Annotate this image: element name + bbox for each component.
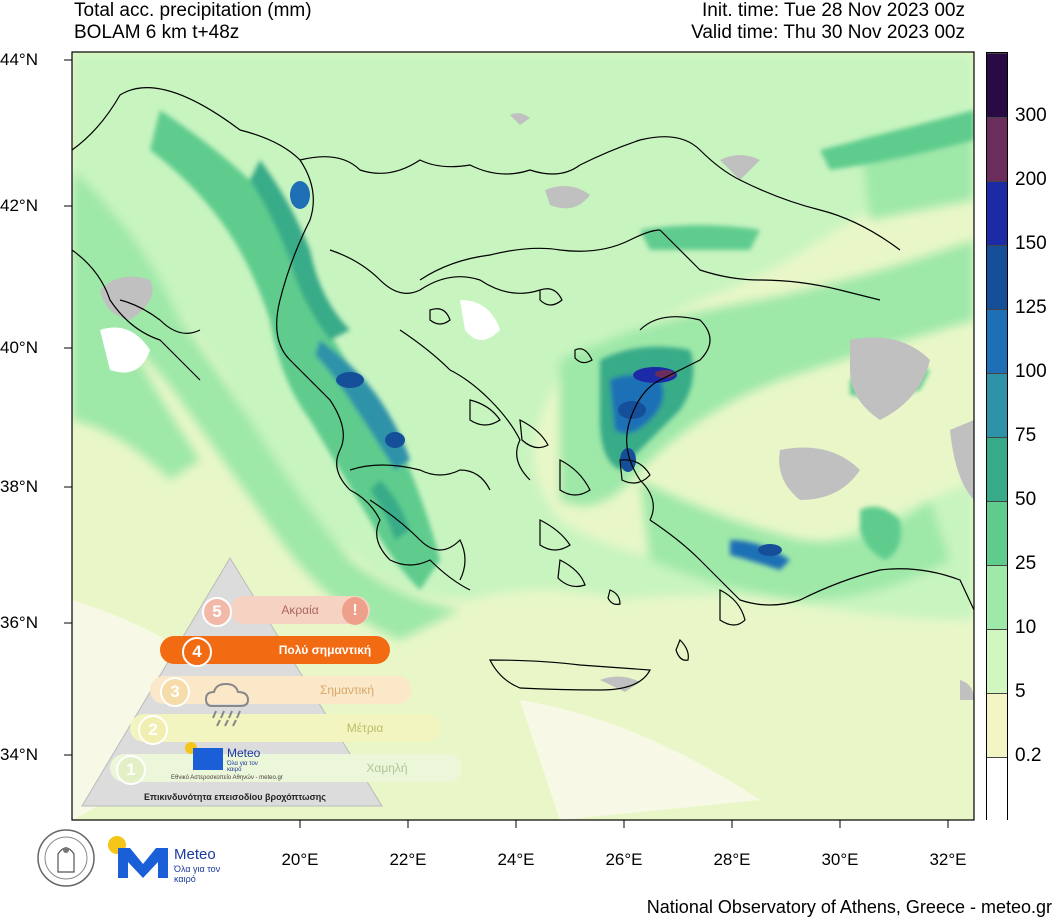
- level-1-bar: Χαμηλή: [110, 754, 462, 782]
- no-data-area: [720, 155, 760, 180]
- map-frame: [71, 51, 975, 821]
- map-title: Total acc. precipitation (mm): [74, 0, 312, 21]
- dry-area: [460, 300, 500, 340]
- level-3-label: Σημαντική: [319, 683, 375, 697]
- pyramid-institute: Εθνικό Αστεροσκοπείο Αθηνών - meteo.gr: [171, 775, 283, 781]
- pyramid-caption: Επικινδυνότητα επεισοδίου βροχόπτωσης: [144, 792, 326, 802]
- level-2-badge: 2: [138, 715, 168, 745]
- lat-label-42n: 42°N: [0, 196, 38, 215]
- init-time: Init. time: Tue 28 Nov 2023 00z: [702, 0, 965, 21]
- level-3-badge: 3: [160, 677, 190, 707]
- colorbar-segment: [987, 565, 1007, 629]
- lon-ticks: [299, 820, 949, 828]
- lat-label-44n: 44°N: [0, 50, 38, 69]
- intense-cell: [290, 181, 310, 209]
- intense-cell: [385, 432, 405, 448]
- intense-cell: [618, 401, 646, 419]
- colorbar-segment: [987, 757, 1007, 821]
- no-data-area: [960, 680, 974, 700]
- lon-label-32e: 32°E: [929, 850, 967, 869]
- colorbar-label: 10: [1015, 617, 1037, 638]
- colorbar-label: 150: [1015, 233, 1047, 254]
- level-2-label: Μέτρια: [346, 721, 384, 735]
- level-3-bar: Σημαντική: [150, 676, 412, 704]
- no-data-area: [100, 276, 153, 320]
- lat-label-38n: 38°N: [0, 477, 38, 496]
- lat-label-36n: 36°N: [0, 613, 38, 632]
- colorbar-segment: [987, 501, 1007, 565]
- lon-label-22e: 22°E: [389, 850, 427, 869]
- colorbar-label: 125: [1015, 297, 1047, 318]
- exclamation-icon: !: [342, 597, 368, 625]
- lat-label-34n: 34°N: [0, 745, 38, 764]
- no-data-area: [950, 420, 974, 500]
- colorbar-segment: [987, 53, 1007, 117]
- no-data-area: [600, 676, 640, 692]
- colorbar-label: 5: [1015, 681, 1026, 702]
- colorbar-segment: [987, 629, 1007, 693]
- level-1-label: Χαμηλή: [366, 761, 408, 775]
- colorbar-segment: [987, 309, 1007, 373]
- colorbar-segment: [987, 245, 1007, 309]
- colorbar-segment: [987, 693, 1007, 757]
- meteo-tagline: Όλα για τον καιρό: [174, 864, 221, 884]
- colorbar-label: 0.2: [1015, 745, 1042, 766]
- extreme-cell: [655, 370, 675, 378]
- colorbar-label: 200: [1015, 169, 1047, 190]
- level-5-badge: 5: [202, 597, 232, 627]
- level-1-badge: 1: [116, 755, 146, 785]
- colorbar-segment: [987, 373, 1007, 437]
- rain-cloud-icon: [204, 682, 250, 727]
- model-subtitle: BOLAM 6 km t+48z: [74, 22, 240, 43]
- level-2-bar: Μέτρια: [130, 714, 440, 742]
- level-4-badge: 4: [182, 637, 212, 667]
- warning-pyramid: Ακραία 5 ! Πολύ σημαντική 4 Σημαντική 3 …: [80, 556, 462, 810]
- meteo-brand: Meteo: [174, 846, 216, 863]
- pyramid-meteo-logo: Meteo Όλα για τον καιρό Εθνικό Αστεροσκο…: [171, 742, 315, 782]
- lat-ticks: [64, 59, 72, 756]
- colorbar-segment: [987, 437, 1007, 501]
- credit-footer: National Observatory of Athens, Greece -…: [646, 897, 1052, 917]
- lat-label-40n: 40°N: [0, 338, 38, 357]
- valid-time: Valid time: Thu 30 Nov 2023 00z: [691, 22, 965, 43]
- colorbar-label: 50: [1015, 489, 1037, 510]
- intense-cell: [336, 372, 364, 388]
- colorbar-label: 100: [1015, 361, 1047, 382]
- no-data-area: [510, 113, 530, 125]
- no-data-area: [779, 447, 860, 500]
- lon-label-30e: 30°E: [821, 850, 859, 869]
- noa-seal-icon: [37, 829, 95, 887]
- logos: Meteo Όλα για τον καιρό: [36, 826, 236, 892]
- colorbar-label: 75: [1015, 425, 1037, 446]
- level-4-label: Πολύ σημαντική: [278, 643, 372, 657]
- colorbar-label: 300: [1015, 105, 1047, 126]
- intense-cell: [758, 544, 782, 556]
- level-5-label: Ακραία: [281, 603, 319, 617]
- coastlines-borders: [72, 87, 974, 691]
- pyramid-brand: Meteo: [227, 746, 261, 760]
- colorbar-segment: [987, 181, 1007, 245]
- no-data-area: [545, 186, 590, 209]
- meteo-mark-icon: [193, 748, 223, 770]
- lon-label-20e: 20°E: [281, 850, 319, 869]
- dry-area: [100, 327, 150, 373]
- lon-label-26e: 26°E: [605, 850, 643, 869]
- colorbar: [986, 52, 1008, 821]
- colorbar-segment: [987, 117, 1007, 181]
- dry-area: [520, 700, 760, 820]
- lon-label-28e: 28°E: [713, 850, 751, 869]
- colorbar-label: 25: [1015, 553, 1037, 574]
- no-data-area: [850, 337, 930, 420]
- meteo-mark-icon: [118, 848, 168, 878]
- lon-label-24e: 24°E: [497, 850, 535, 869]
- pyramid-tagline: Όλα για τον καιρό: [227, 761, 258, 773]
